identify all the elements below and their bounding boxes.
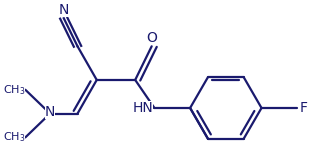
Text: N: N	[59, 3, 69, 17]
Text: CH$_3$: CH$_3$	[3, 83, 25, 97]
Text: N: N	[45, 105, 55, 119]
Text: CH$_3$: CH$_3$	[3, 130, 25, 144]
Text: HN: HN	[132, 101, 153, 115]
Text: F: F	[299, 101, 308, 115]
Text: O: O	[146, 31, 157, 45]
